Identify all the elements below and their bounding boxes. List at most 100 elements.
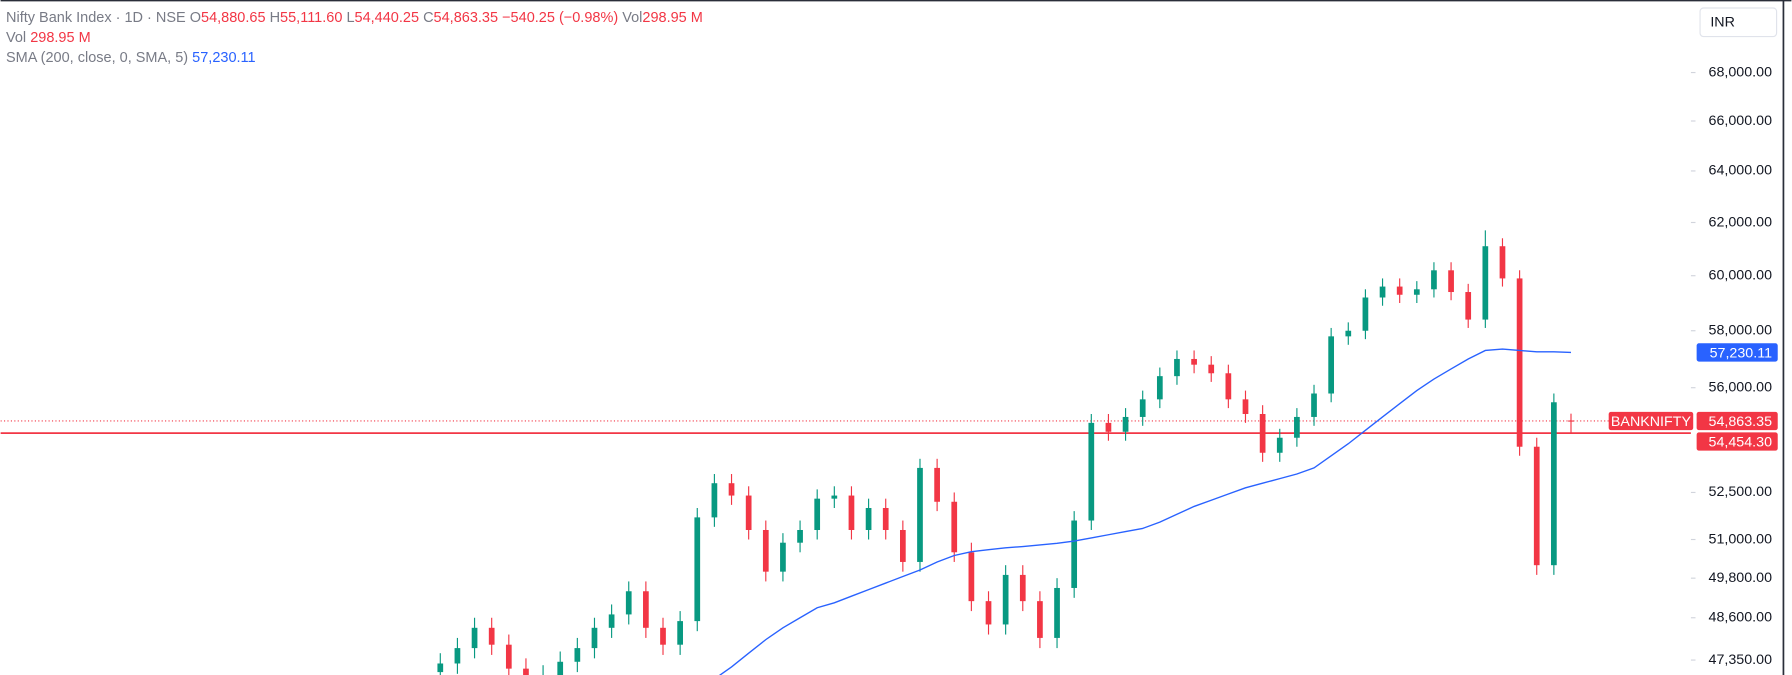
candle-body: [899, 529, 906, 562]
legend-row: SMA (200, close, 0, SMA, 5) 57,230.11: [6, 48, 703, 68]
y-tick-label: 48,600.00: [1709, 610, 1773, 626]
candle-body: [1516, 278, 1523, 447]
candle-body: [1002, 574, 1009, 625]
candle-body: [1413, 289, 1420, 295]
h-label: H: [269, 10, 281, 26]
candle-body: [1156, 376, 1163, 400]
candle-body: [934, 467, 940, 502]
candle-body: [1105, 422, 1112, 432]
vol-label: Vol: [6, 30, 27, 46]
candle-body: [1019, 574, 1026, 602]
c-label: C: [423, 10, 434, 26]
y-tick-label: 60,000.00: [1709, 267, 1773, 283]
candle-body: [1568, 420, 1574, 422]
candle-body: [1345, 330, 1352, 337]
candle-body: [1208, 364, 1215, 374]
candle-body: [728, 483, 735, 496]
currency-button[interactable]: [1699, 7, 1778, 38]
candle-body: [1122, 416, 1129, 432]
candle-body: [694, 517, 701, 622]
volume: 298.95 M: [30, 30, 91, 46]
sma-name: SMA (200, close, 0, SMA, 5): [6, 50, 189, 66]
symbol-tag-label: BANKNIFTY: [1611, 414, 1692, 430]
symbol-tag: [1608, 411, 1694, 431]
currency-label[interactable]: INR: [1710, 15, 1735, 31]
open: 54,880.65: [201, 10, 266, 26]
y-tick-label: 58,000.00: [1709, 323, 1773, 339]
candle-body: [711, 483, 718, 518]
candle-body: [985, 601, 992, 625]
candle-body: [762, 529, 769, 572]
candle-body: [677, 621, 683, 645]
candle-body: [1088, 422, 1095, 521]
candle-body: [1379, 286, 1386, 298]
y-tick-label: 62,000.00: [1709, 214, 1773, 230]
y-tick-label: 49,800.00: [1709, 570, 1773, 586]
y-tick-label: 47,350.00: [1709, 652, 1773, 668]
candle-body: [643, 591, 649, 628]
candle-body: [1225, 373, 1232, 400]
candle-body: [608, 614, 615, 628]
candle-body: [1259, 414, 1266, 453]
low: 54,440.25: [354, 10, 420, 26]
candle-body: [831, 495, 838, 499]
candle-body: [1276, 437, 1283, 453]
volume: 298.95 M: [642, 10, 703, 26]
candle-body: [1071, 520, 1078, 588]
plot-area: [0, 230, 1691, 675]
last-price-label: 54,863.35: [1709, 414, 1773, 430]
candle-body: [1362, 297, 1369, 331]
legend-row: Nifty Bank Index · 1D · NSE O54,880.65 H…: [6, 8, 703, 28]
sma-tag: [1696, 343, 1778, 362]
line-tag: [1696, 432, 1778, 451]
candle-body: [1191, 358, 1197, 365]
candle-body: [591, 627, 598, 649]
high: 55,111.60: [280, 10, 343, 26]
line-tag-label: 54,454.30: [1709, 434, 1773, 450]
candle-body: [1499, 246, 1506, 279]
sma-tag-label: 57,230.11: [1710, 345, 1772, 361]
vol-label: Vol: [622, 10, 643, 26]
candle-body: [488, 627, 495, 645]
legend-row: Vol 298.95 M: [6, 28, 703, 48]
price-axis: 68,000.00 66,000.00 64,000.00 62,000.00 60,0…: [1608, 64, 1778, 668]
close: 54,863.35: [433, 10, 499, 26]
candle-body: [471, 627, 478, 649]
candle-body: [814, 498, 821, 530]
candle-body: [1431, 270, 1437, 290]
candle-body: [523, 668, 529, 675]
candle-body: [574, 648, 581, 662]
candle-body: [1294, 416, 1300, 438]
candle-body: [1037, 601, 1043, 638]
candle-body: [1533, 446, 1540, 566]
sma-value: 57,230.11: [192, 50, 256, 66]
o-label: O: [189, 10, 202, 26]
sma-line: [718, 348, 1572, 675]
candle-body: [951, 501, 958, 553]
y-tick-label: 68,000.00: [1709, 64, 1773, 80]
candle-body: [1448, 270, 1454, 293]
candle-body: [1551, 402, 1557, 566]
candle-body: [1396, 286, 1403, 295]
candle-body: [968, 552, 975, 602]
candle-body: [1139, 399, 1146, 417]
candle-body: [1242, 399, 1249, 415]
y-tick-label: 52,500.00: [1709, 484, 1773, 500]
candle-body: [454, 648, 461, 664]
candle-body: [1482, 246, 1489, 320]
candle-body: [780, 542, 786, 572]
candle-body: [848, 495, 855, 530]
candle-body: [1311, 393, 1317, 417]
candle-body: [557, 661, 564, 675]
l-label: L: [346, 10, 355, 26]
candle-body: [1054, 587, 1060, 638]
candle-body: [660, 627, 666, 645]
candle-body: [1328, 336, 1335, 394]
last-price-tag: [1696, 411, 1778, 431]
candle-body: [1465, 292, 1472, 320]
candle-body: [1174, 358, 1180, 377]
candle-body: [437, 663, 444, 673]
candle-body: [917, 467, 923, 562]
